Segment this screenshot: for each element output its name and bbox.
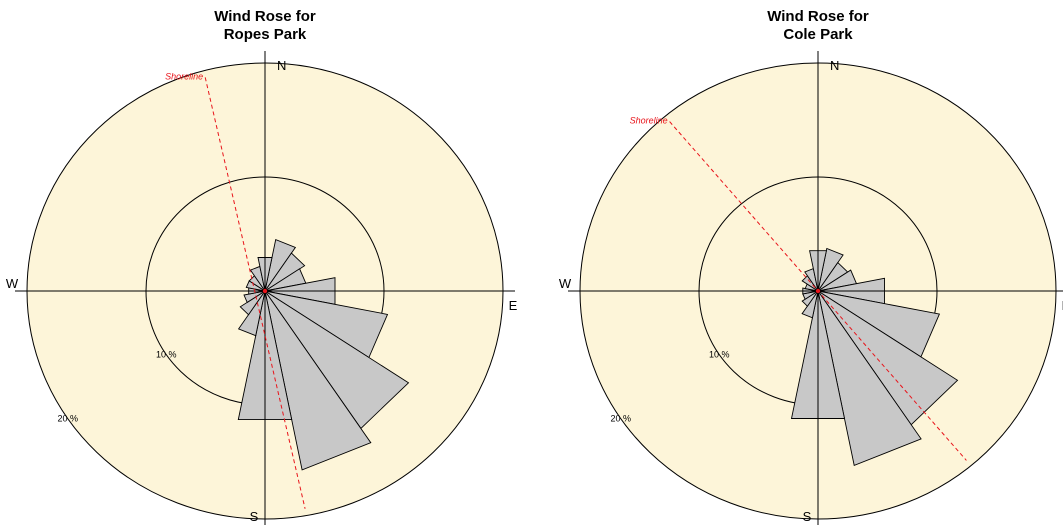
ring-label: 20 % (57, 414, 78, 424)
compass-label-s: S (250, 509, 259, 524)
ring-label: 10 % (156, 350, 177, 360)
compass-label-n: N (830, 58, 839, 73)
shoreline-label: Shoreline (165, 71, 203, 81)
chart-title-line-2: Ropes Park (224, 26, 307, 43)
compass-label-w: W (559, 276, 572, 291)
center-marker (262, 288, 268, 294)
chart-title-line-2: Cole Park (783, 26, 853, 43)
compass-label-w: W (6, 276, 19, 291)
compass-label-n: N (277, 58, 286, 73)
chart-title-line-1: Wind Rose for (214, 8, 316, 25)
compass-label-e: E (509, 298, 518, 313)
chart-title-line-1: Wind Rose for (767, 8, 869, 25)
ring-label: 20 % (610, 414, 631, 424)
ring-label: 10 % (709, 350, 730, 360)
compass-label-s: S (803, 509, 812, 524)
center-marker (815, 288, 821, 294)
shoreline-line (204, 77, 306, 509)
compass-label-e: E (1062, 298, 1063, 313)
shoreline-label: Shoreline (630, 116, 668, 126)
